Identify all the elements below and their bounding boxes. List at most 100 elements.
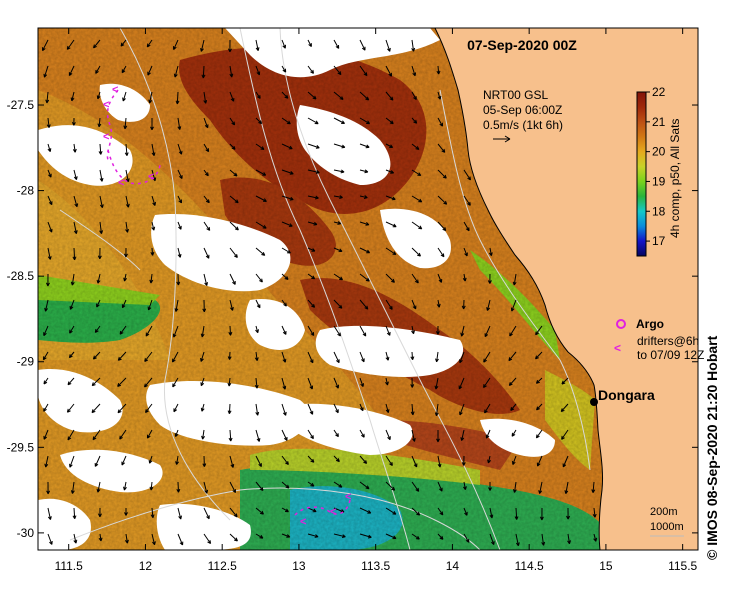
current-vector-arrow <box>359 195 368 199</box>
current-vector-arrow <box>73 169 78 181</box>
current-vector-arrow <box>96 91 101 100</box>
bathymetry-contours <box>59 28 591 550</box>
current-vector-arrow <box>385 247 397 255</box>
current-vector-arrow <box>333 325 341 337</box>
current-vector-arrow <box>515 533 520 547</box>
current-vector-arrow <box>43 65 49 78</box>
current-vector-arrow <box>512 273 517 286</box>
current-vector-arrow <box>307 351 314 364</box>
current-vector-arrow <box>177 507 182 520</box>
current-vector-arrow <box>486 299 491 311</box>
current-vector-arrow <box>229 91 235 102</box>
current-vector-arrow <box>281 325 287 335</box>
current-vector-arrow <box>385 429 391 441</box>
current-vector-arrow <box>462 273 467 282</box>
current-vector-arrow <box>42 39 49 52</box>
current-vector-arrow <box>229 533 238 542</box>
current-vector-arrow <box>255 533 264 539</box>
current-vector-arrow <box>47 507 52 520</box>
current-vector-arrow <box>307 65 314 74</box>
current-vector-arrow <box>91 403 101 414</box>
current-vector-arrow <box>538 481 543 494</box>
current-vector-arrow <box>42 351 49 361</box>
current-vector-arrow <box>511 429 517 437</box>
svg-text:<: < <box>330 506 336 518</box>
current-vector-arrow <box>96 299 101 308</box>
source-line-2: 05-Sep 06:00Z <box>483 103 562 117</box>
current-vector-arrow <box>333 169 345 174</box>
svg-text:<: < <box>112 84 118 96</box>
current-vector-arrow <box>203 481 209 494</box>
current-vector-arrow <box>149 481 154 491</box>
current-vector-arrow <box>151 143 156 156</box>
current-vector-arrow <box>333 429 339 438</box>
svg-text:<: < <box>345 491 351 503</box>
current-vector-arrow <box>359 377 364 387</box>
current-vector-arrow <box>281 403 287 416</box>
current-vector-arrow <box>333 143 346 149</box>
current-vector-arrow <box>203 247 210 259</box>
current-vector-arrow <box>255 39 260 51</box>
current-vector-arrow <box>333 377 339 389</box>
drifter-tracks <box>106 89 351 516</box>
current-vector-arrow <box>92 351 101 360</box>
current-vector-arrow <box>229 65 234 78</box>
current-vector-arrow <box>411 221 423 230</box>
current-vector-arrow <box>99 221 104 234</box>
current-vector-arrow <box>255 299 261 309</box>
imos-credit: © IMOS 08-Sep-2020 21:20 Hobart <box>704 335 720 560</box>
current-vector-arrow <box>119 429 127 440</box>
current-vector-arrow <box>175 91 180 105</box>
current-vector-arrow <box>333 221 342 225</box>
drifter-markers: < < < < < < < < <box>103 84 351 528</box>
current-vector-arrow <box>228 325 233 336</box>
current-vector-arrow <box>510 403 517 411</box>
current-vector-arrow <box>150 507 155 519</box>
current-vector-arrow <box>385 273 395 283</box>
current-vector-arrow <box>385 481 396 491</box>
current-vector-arrow <box>359 273 370 282</box>
current-vector-arrow <box>255 403 260 416</box>
current-vector-arrow <box>508 351 517 362</box>
current-vector-arrow <box>307 377 314 390</box>
current-vector-arrow <box>67 429 75 441</box>
y-tick-label: -28 <box>17 184 35 198</box>
current-vector-arrow <box>281 195 294 201</box>
current-vector-arrow <box>385 299 393 310</box>
current-vector-arrow <box>43 403 49 412</box>
svg-text:<: < <box>148 171 154 183</box>
current-vector-arrow <box>148 91 153 104</box>
current-vector-arrow <box>255 429 261 442</box>
current-vector-arrow <box>68 351 75 359</box>
current-vector-arrow <box>307 481 315 487</box>
current-vector-arrow <box>281 377 287 390</box>
current-vector-arrow <box>333 533 346 538</box>
current-vector-arrow <box>359 91 370 101</box>
current-vector-arrow <box>47 247 52 260</box>
current-vector-arrow <box>437 143 446 153</box>
current-vector-arrow <box>508 377 517 386</box>
current-vector-arrow <box>124 533 129 544</box>
current-vector-arrow <box>307 299 316 308</box>
current-vector-arrow <box>483 351 491 363</box>
current-vector-arrow <box>255 221 267 229</box>
current-vector-arrow <box>97 507 102 518</box>
current-vector-arrow <box>488 482 492 491</box>
drifter-icon: < <box>614 341 621 355</box>
current-vector-arrow <box>539 507 544 521</box>
colorbar-tick-label: 22 <box>652 85 666 99</box>
current-vector-arrow <box>461 455 466 466</box>
x-tick-label: 14 <box>446 559 460 573</box>
current-vector-arrow <box>45 273 50 287</box>
x-axis: 111.5 12 112.5 13 113.5 14 114.5 15 115.5 <box>55 28 698 573</box>
current-vector-arrow <box>437 247 445 258</box>
current-vector-arrow <box>385 455 393 467</box>
current-vector-arrow <box>145 325 153 337</box>
current-vector-arrow <box>227 377 232 387</box>
current-vector-arrow <box>175 455 180 465</box>
current-vector-arrow <box>307 247 316 252</box>
current-vector-arrow <box>281 273 289 280</box>
current-vector-arrow <box>121 65 127 74</box>
current-vector-arrow <box>561 377 569 385</box>
depth-label-200: 200m <box>650 506 678 518</box>
